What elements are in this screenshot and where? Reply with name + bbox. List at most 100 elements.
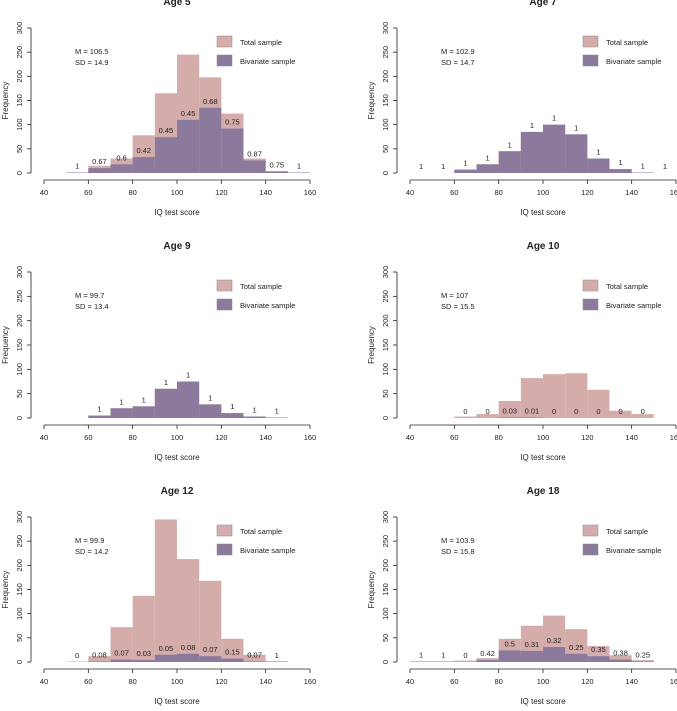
- x-axis-label: IQ test score: [154, 208, 200, 217]
- x-tick-label: 40: [406, 677, 414, 686]
- stat-mean: M = 99.9: [75, 536, 104, 545]
- stat-mean: M = 102.9: [441, 47, 475, 56]
- ratio-label: 0.08: [92, 651, 107, 660]
- stat-mean: M = 103.9: [441, 536, 475, 545]
- stat-sd: SD = 14.2: [75, 547, 109, 556]
- x-tick-label: 40: [40, 677, 48, 686]
- y-tick-label: 0: [381, 416, 390, 420]
- legend-swatch-bivariate: [583, 55, 598, 66]
- x-tick-label: 100: [537, 188, 550, 197]
- ratio-label: 1: [574, 123, 578, 132]
- bar-bivariate-sample: [610, 660, 632, 662]
- bar-total-sample: [454, 661, 476, 662]
- ratio-label: 0.42: [136, 146, 151, 155]
- ratio-label: 0.25: [635, 651, 650, 660]
- x-tick-label: 160: [670, 677, 677, 686]
- bar-bivariate-sample: [177, 654, 199, 662]
- legend-label-total: Total sample: [606, 282, 648, 291]
- y-tick-label: 100: [15, 118, 24, 131]
- ratio-label: 0.03: [136, 649, 151, 658]
- ratio-label: 1: [618, 158, 622, 167]
- bar-bivariate-sample: [477, 164, 499, 173]
- y-tick-label: 0: [15, 171, 24, 175]
- y-tick-label: 200: [15, 314, 24, 327]
- ratio-label: 0.38: [613, 649, 628, 658]
- bar-bivariate-sample: [521, 132, 543, 173]
- ratio-label: 0.08: [181, 643, 196, 652]
- x-tick-label: 140: [625, 433, 638, 442]
- stat-sd: SD = 13.4: [75, 302, 109, 311]
- bar-bivariate-sample: [565, 134, 587, 173]
- ratio-label: 0.03: [502, 407, 517, 416]
- ratio-label: 1: [641, 162, 645, 171]
- x-tick-label: 40: [40, 188, 48, 197]
- legend-swatch-bivariate: [217, 299, 232, 310]
- bar-bivariate-sample: [111, 660, 133, 662]
- ratio-label: 0.35: [591, 645, 606, 654]
- ratio-label: 1: [75, 162, 79, 171]
- y-tick-label: 100: [381, 118, 390, 131]
- legend-swatch-total: [217, 36, 232, 47]
- x-tick-label: 80: [494, 433, 502, 442]
- y-tick-label: 50: [15, 145, 24, 153]
- x-tick-label: 120: [215, 433, 228, 442]
- y-axis-label: Frequency: [1, 326, 10, 364]
- chart-title: Age 5: [163, 0, 191, 8]
- legend-label-bivariate: Bivariate sample: [606, 301, 661, 310]
- bar-bivariate-sample: [133, 406, 155, 418]
- legend-swatch-bivariate: [217, 544, 232, 555]
- bar-bivariate-sample: [565, 654, 587, 662]
- x-tick-label: 120: [581, 188, 594, 197]
- bar-bivariate-sample: [587, 159, 609, 174]
- x-axis-label: IQ test score: [154, 697, 200, 706]
- legend-swatch-bivariate: [583, 544, 598, 555]
- ratio-label: 1: [463, 159, 467, 168]
- y-axis-label: Frequency: [1, 82, 10, 120]
- y-tick-label: 250: [381, 290, 390, 303]
- y-tick-label: 200: [381, 70, 390, 83]
- y-tick-label: 300: [381, 266, 390, 279]
- bar-bivariate-sample: [610, 169, 632, 173]
- y-tick-label: 150: [15, 339, 24, 352]
- ratio-label: 0.32: [547, 636, 562, 645]
- legend-swatch-total: [583, 525, 598, 536]
- bar-bivariate-sample: [199, 404, 221, 418]
- bar-bivariate-sample: [177, 120, 199, 173]
- ratio-label: 0: [463, 407, 467, 416]
- bar-bivariate-sample: [155, 137, 177, 173]
- x-tick-label: 100: [171, 433, 184, 442]
- y-tick-label: 50: [381, 389, 390, 397]
- y-tick-label: 200: [15, 70, 24, 83]
- ratio-label: 0.68: [203, 97, 218, 106]
- ratio-label: 0: [596, 407, 600, 416]
- x-tick-label: 80: [128, 677, 136, 686]
- x-tick-label: 140: [625, 188, 638, 197]
- y-tick-label: 150: [381, 339, 390, 352]
- bar-bivariate-sample: [477, 660, 499, 662]
- y-axis-label: Frequency: [367, 326, 376, 364]
- bar-bivariate-sample: [199, 656, 221, 662]
- ratio-label: 0: [75, 651, 79, 660]
- x-tick-label: 60: [450, 677, 458, 686]
- y-tick-label: 250: [381, 535, 390, 548]
- y-tick-label: 150: [15, 94, 24, 107]
- bar-bivariate-sample: [587, 656, 609, 662]
- x-tick-label: 140: [625, 677, 638, 686]
- ratio-label: 0.31: [525, 640, 540, 649]
- bar-bivariate-sample: [177, 382, 199, 419]
- chart-title: Age 9: [163, 241, 191, 252]
- x-axis-label: IQ test score: [154, 453, 200, 462]
- ratio-label: 1: [508, 140, 512, 149]
- ratio-label: 0: [463, 651, 467, 660]
- stat-mean: M = 106.5: [75, 47, 109, 56]
- y-tick-label: 0: [381, 660, 390, 664]
- ratio-label: 0.15: [225, 648, 240, 657]
- x-tick-label: 40: [406, 188, 414, 197]
- chart-title: Age 12: [161, 486, 194, 497]
- bar-bivariate-sample: [111, 408, 133, 418]
- ratio-label: 0.75: [225, 118, 240, 127]
